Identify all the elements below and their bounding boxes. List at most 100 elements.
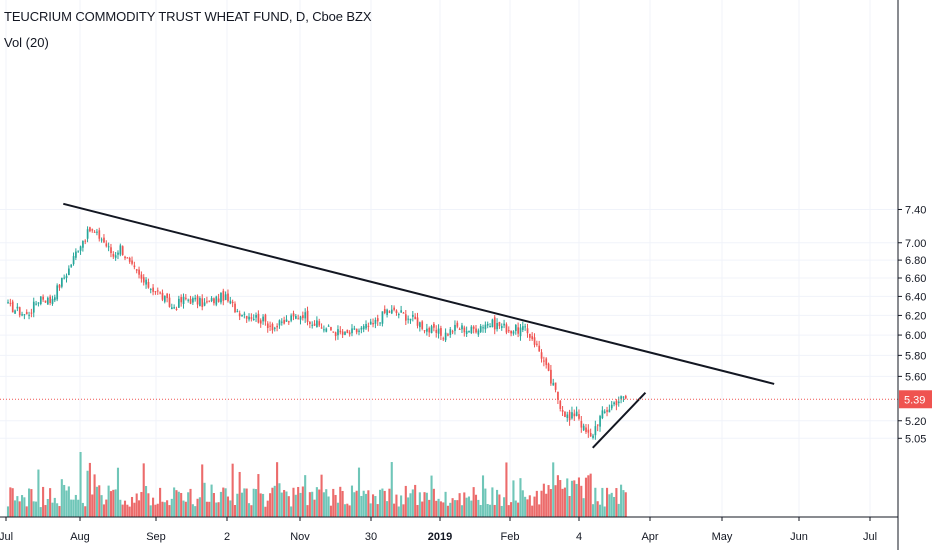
volume-bar (11, 488, 14, 517)
price-axis[interactable]: 7.40 7.00 6.80 6.60 6.40 6.20 6.00 5.80 5.60 5.20… (897, 0, 932, 550)
volume-bar (552, 462, 555, 517)
time-axis[interactable]: Jul Aug Sep 2 Nov 30 2019 Feb 4 Apr May Jun Jul (0, 516, 898, 543)
volume-bar (196, 498, 199, 517)
candle-body (316, 320, 318, 327)
candle-body (51, 298, 54, 304)
candle-body (23, 314, 26, 316)
volume-bar (16, 496, 19, 517)
volume-bar (123, 500, 127, 517)
candle-body (299, 316, 302, 320)
time-tick-label: 2 (224, 531, 230, 543)
volume-bar (598, 504, 602, 517)
candle-body (386, 309, 388, 315)
candle-body (369, 321, 372, 325)
candle-body (208, 300, 211, 302)
volume-bar (121, 504, 124, 517)
volume-bar (594, 487, 597, 517)
volume-bars (6, 452, 627, 517)
volume-bar (294, 494, 297, 517)
volume-bar (584, 477, 588, 517)
volume-bar (533, 496, 536, 517)
volume-bar (156, 503, 159, 517)
candle-body (346, 329, 349, 333)
volume-bar (535, 490, 538, 517)
candle-body (304, 312, 307, 319)
volume-bar (161, 501, 164, 517)
volume-bar (451, 498, 454, 517)
trendline-resistance[interactable] (63, 202, 775, 385)
candle-body (348, 332, 351, 335)
candle-body (173, 307, 176, 309)
candle-body (185, 297, 187, 299)
candle-body (344, 331, 346, 335)
volume-bar (56, 503, 59, 517)
volume-bar (145, 486, 148, 517)
volume-bar (512, 480, 515, 517)
trendline-support[interactable] (592, 391, 647, 449)
volume-bar (154, 504, 157, 517)
volume-bar (297, 486, 300, 517)
volume-bar (423, 492, 426, 517)
candle-body (196, 296, 199, 305)
candle-body (451, 331, 454, 333)
candle-body (531, 336, 534, 340)
volume-bar (549, 489, 552, 517)
candle-body (484, 324, 487, 330)
price-tick-label: 5.05 (905, 433, 926, 445)
candle-body (178, 298, 180, 308)
candle-body (35, 303, 37, 305)
candle-body (358, 330, 360, 332)
candle-body (105, 243, 108, 247)
volume-bar (252, 488, 255, 517)
candle-body (318, 321, 321, 326)
volume-bar (72, 499, 75, 517)
candle-body (236, 311, 239, 313)
candle-body (412, 314, 414, 317)
volume-bar (524, 496, 527, 517)
candle-body (428, 328, 431, 333)
volume-bar (283, 489, 286, 517)
candle-body (110, 247, 112, 254)
volume-bar (159, 487, 162, 517)
candle-body (325, 328, 328, 332)
time-tick-label: Jun (790, 531, 808, 543)
volume-bar (432, 488, 435, 517)
volume-bar (205, 501, 208, 517)
volume-bar (444, 491, 447, 517)
candle-body (512, 331, 515, 334)
candle-body (330, 327, 332, 331)
volume-bar (58, 506, 61, 517)
candle-body (49, 296, 52, 303)
candle-body (42, 296, 44, 300)
volume-bar (596, 501, 599, 517)
volume-bar (587, 475, 590, 517)
candle-body (376, 318, 379, 322)
candle-body (152, 287, 154, 292)
volume-bar (481, 475, 485, 517)
volume-bar (201, 464, 204, 517)
trendlines[interactable] (63, 202, 775, 449)
candle-body (503, 323, 505, 326)
volume-bar (591, 504, 595, 517)
volume-bar (100, 495, 103, 517)
volume-bar (65, 490, 68, 517)
candle-body (154, 291, 157, 293)
candle-body (477, 330, 480, 335)
volume-indicator-label[interactable]: Vol (20) (4, 35, 49, 50)
candle-body (458, 328, 461, 330)
candle-body (454, 324, 456, 331)
volume-bar (360, 495, 363, 517)
volume-bar (371, 494, 375, 517)
volume-bar (395, 494, 398, 517)
volume-bar (329, 505, 332, 517)
candle-body (149, 288, 152, 290)
volume-bar (290, 506, 293, 517)
volume-bar (367, 490, 370, 517)
volume-bar (390, 462, 393, 517)
candle-body (126, 257, 129, 259)
volume-bar (500, 505, 503, 517)
volume-bar (620, 484, 623, 517)
volume-bar (180, 492, 183, 517)
volume-bar (168, 505, 171, 517)
